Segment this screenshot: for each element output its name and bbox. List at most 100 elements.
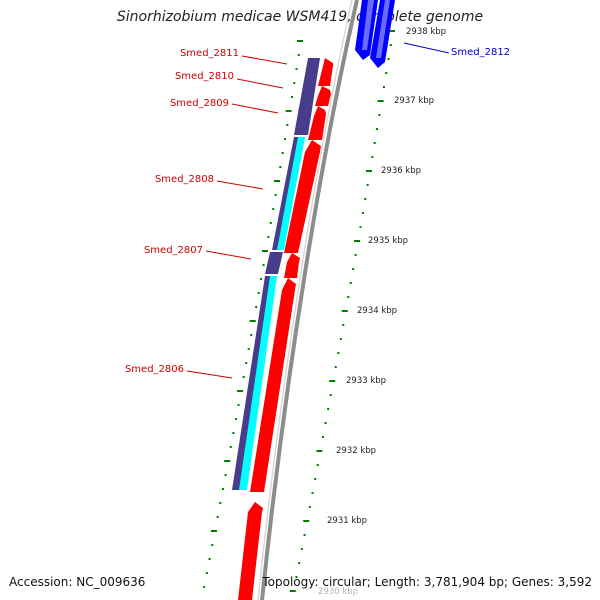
minor-tick	[382, 86, 385, 88]
label-smed-2806: Smed_2806	[125, 364, 184, 375]
label-smed-2812: Smed_2812	[451, 47, 510, 58]
minor-tick	[324, 422, 327, 424]
minor-tick	[308, 506, 311, 508]
minor-tick	[281, 152, 284, 154]
gene-smed-2806	[250, 278, 296, 492]
minor-tick	[337, 352, 340, 354]
minor-tick	[205, 572, 208, 574]
gene-smed-2812-highlight	[362, 0, 374, 50]
minor-tick	[260, 278, 263, 280]
minor-tick	[229, 446, 232, 448]
minor-tick	[366, 184, 369, 186]
minor-tick	[295, 576, 298, 578]
gene-labels: Smed_2812 Smed_2811 Smed_2810 Smed_2809 …	[125, 47, 510, 375]
minor-tick	[232, 432, 235, 434]
major-tick	[329, 380, 336, 382]
scale-label-2934: 2934 kbp	[357, 306, 397, 316]
minor-tick	[376, 128, 379, 130]
major-tick	[341, 310, 348, 312]
minor-tick	[371, 156, 374, 158]
minor-tick	[385, 72, 388, 74]
scale-label-2931: 2931 kbp	[327, 516, 367, 526]
minor-tick	[389, 44, 392, 46]
minor-tick	[334, 366, 337, 368]
gene-smed-2809	[308, 106, 326, 140]
major-tick	[377, 100, 384, 102]
minor-tick	[321, 436, 324, 438]
label-smed-2810: Smed_2810	[175, 71, 234, 82]
gene-smed-2808	[284, 140, 321, 253]
major-tick	[249, 320, 256, 322]
minor-tick	[352, 268, 355, 270]
minor-tick	[300, 548, 303, 550]
minor-tick	[255, 306, 258, 308]
major-tick	[389, 30, 395, 32]
minor-tick	[211, 544, 214, 546]
minor-tick	[208, 558, 211, 560]
genome-backbone-highlight	[257, 0, 353, 600]
minor-tick	[274, 194, 277, 196]
major-tick	[224, 460, 231, 462]
leader-smed-2812	[403, 42, 450, 54]
label-leaders	[186, 42, 450, 379]
leader-smed-2807	[205, 250, 252, 260]
minor-tick	[216, 516, 219, 518]
minor-tick	[347, 296, 350, 298]
major-tick	[237, 390, 244, 392]
minor-tick	[290, 96, 293, 98]
scale-label-2932: 2932 kbp	[336, 446, 376, 456]
scale-label-2930: 2930 kbp	[318, 587, 358, 597]
minor-tick	[361, 212, 364, 214]
mrna-smed-2806	[239, 276, 277, 490]
leader-smed-2808	[216, 180, 264, 190]
major-tick	[273, 180, 280, 182]
gene-smed-2811	[318, 58, 333, 86]
minor-tick	[242, 376, 245, 378]
major-tick	[354, 240, 361, 242]
cds-smed-2811	[294, 58, 320, 135]
minor-tick	[272, 208, 275, 210]
scale-label-2935: 2935 kbp	[368, 236, 408, 246]
leader-smed-2809	[231, 103, 279, 114]
leader-smed-2806	[186, 370, 233, 379]
leader-smed-2811	[241, 55, 288, 65]
minor-tick	[237, 404, 240, 406]
major-tick	[261, 250, 268, 252]
minor-tick	[221, 488, 224, 490]
minor-tick	[224, 474, 227, 476]
minor-tick	[349, 282, 352, 284]
scale-labels: 2938 kbp 2937 kbp 2936 kbp 2935 kbp 2934…	[318, 27, 446, 597]
major-tick	[289, 590, 296, 592]
gene-smed-2805	[238, 502, 263, 600]
scale-ticks	[203, 30, 395, 592]
minor-tick	[373, 142, 376, 144]
minor-tick	[295, 68, 298, 70]
scale-label-2938: 2938 kbp	[406, 27, 446, 37]
label-smed-2809: Smed_2809	[170, 98, 229, 109]
major-tick	[303, 520, 310, 522]
gene-track-forward	[238, 58, 333, 600]
genome-backbone	[260, 0, 359, 600]
major-tick	[210, 530, 217, 532]
gene-track-reverse	[355, 0, 395, 68]
scale-label-2937: 2937 kbp	[394, 96, 434, 106]
minor-tick	[269, 222, 272, 224]
minor-tick	[250, 334, 253, 336]
topology-label: Topology: circular; Length: 3,781,904 bp…	[262, 575, 592, 589]
minor-tick	[311, 492, 314, 494]
minor-tick	[297, 54, 300, 56]
minor-tick	[267, 236, 270, 238]
minor-tick	[303, 534, 306, 536]
minor-tick	[314, 478, 317, 480]
scale-label-2936: 2936 kbp	[381, 166, 421, 176]
minor-tick	[279, 166, 282, 168]
major-tick	[285, 110, 292, 112]
minor-tick	[354, 254, 357, 256]
minor-tick	[316, 464, 319, 466]
gene-smed-2807	[284, 253, 300, 278]
gene-smed-2812-b-highlight	[376, 0, 390, 58]
minor-tick	[203, 586, 206, 588]
label-smed-2811: Smed_2811	[180, 48, 239, 59]
